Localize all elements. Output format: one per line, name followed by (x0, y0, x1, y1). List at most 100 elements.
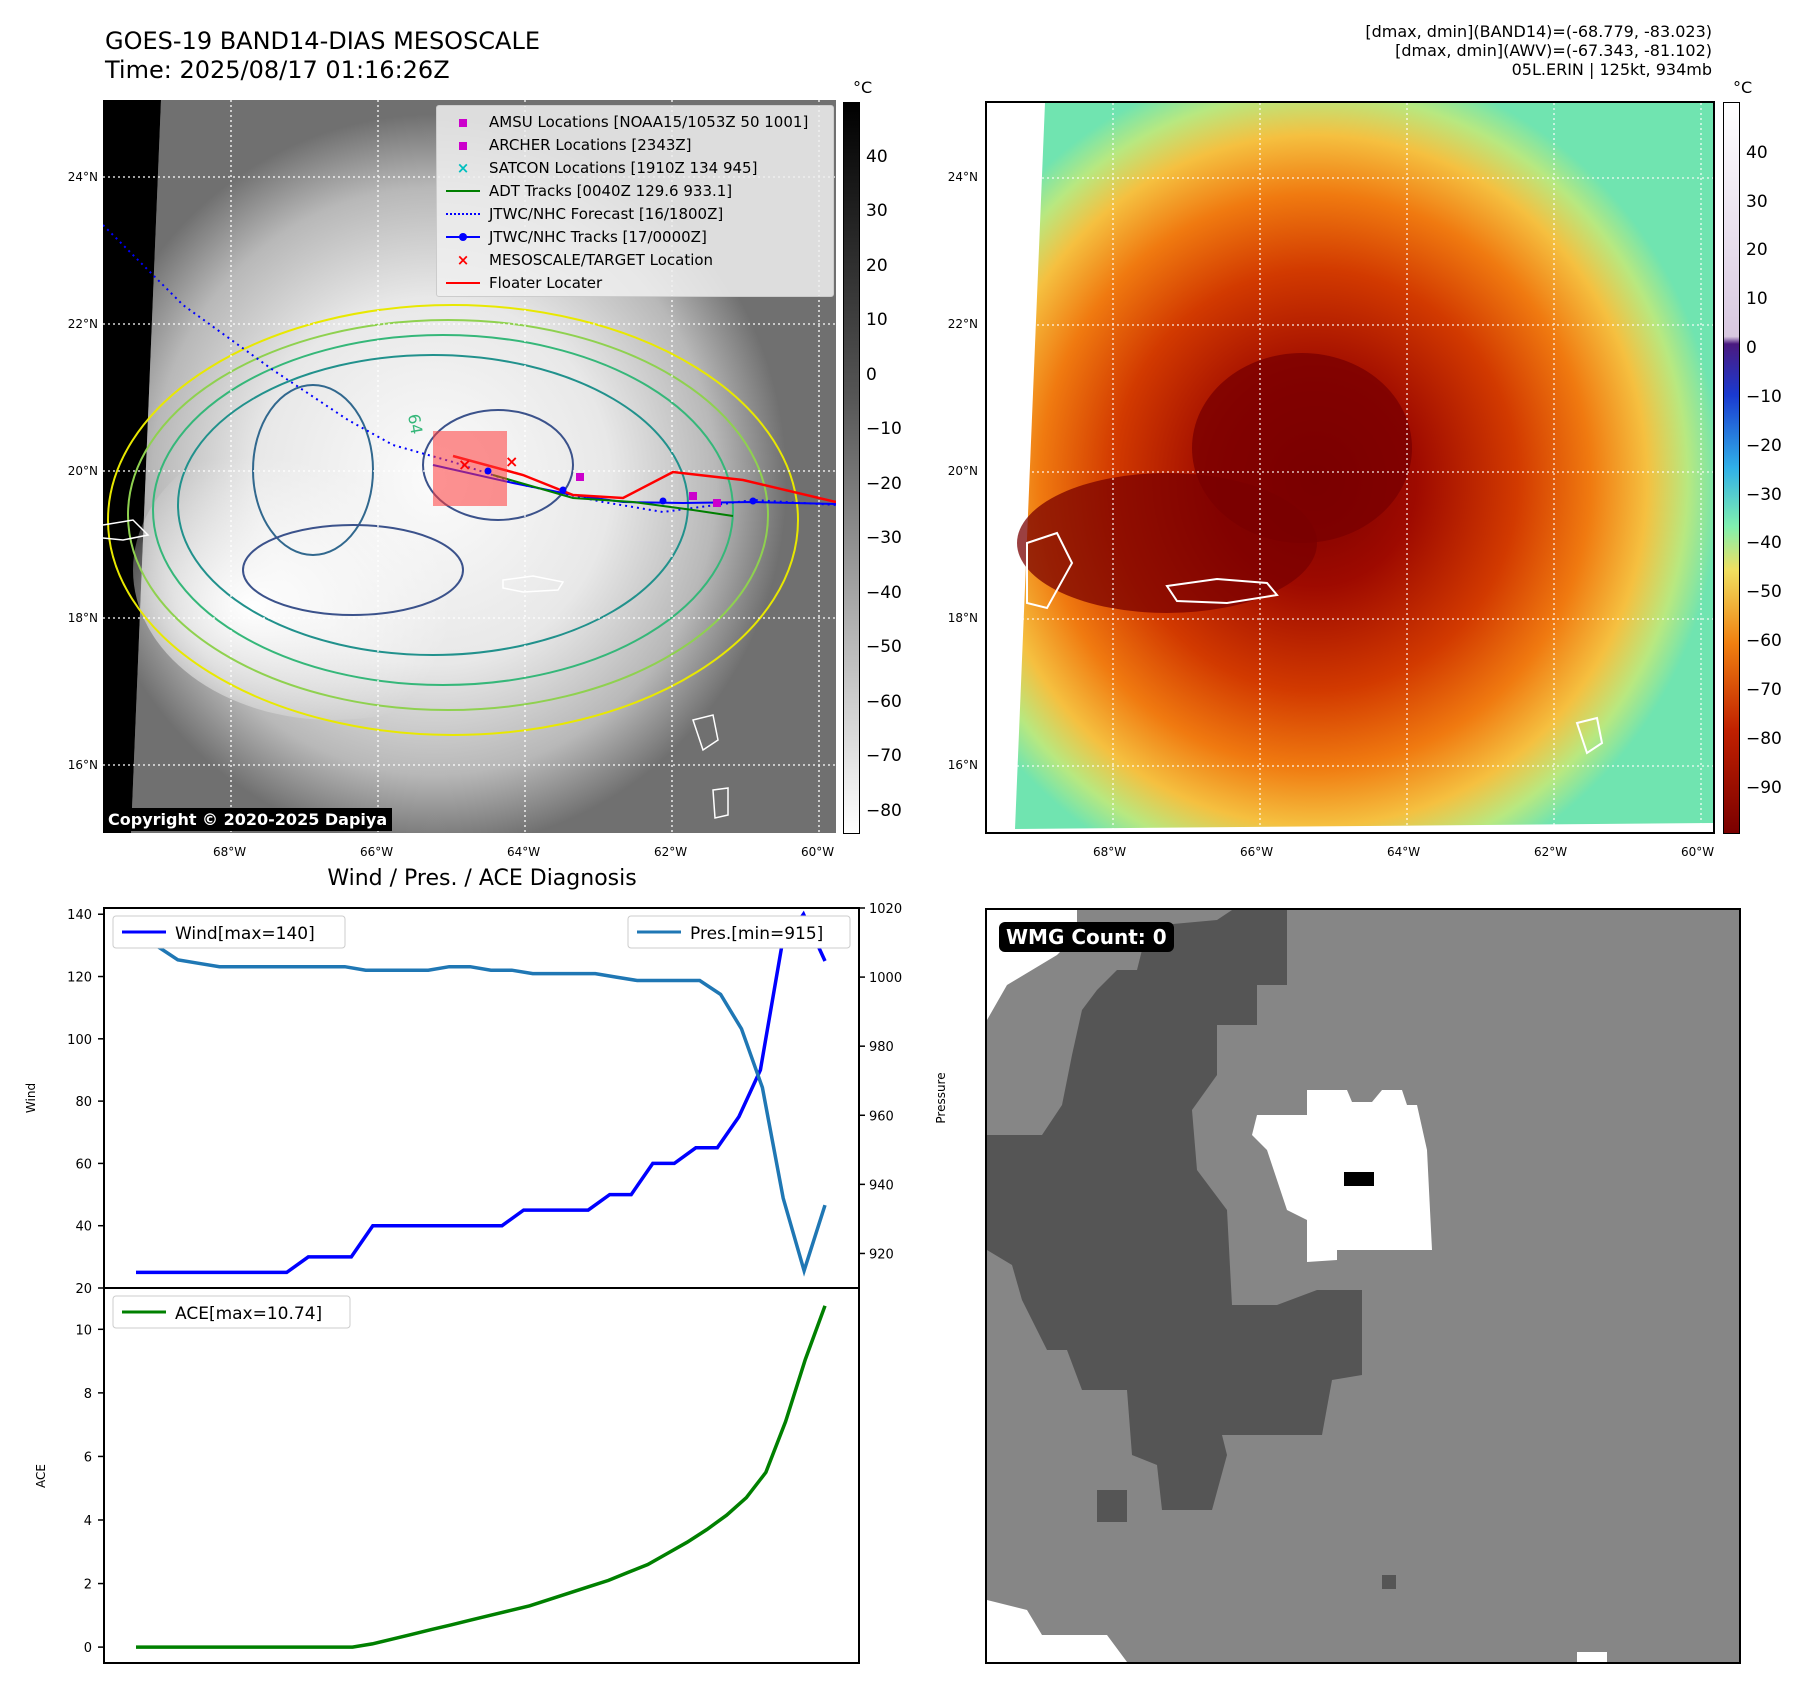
cb-tick: −90 (1746, 778, 1782, 798)
left-map-lon-ticks: 68°W 66°W 64°W 62°W 60°W (103, 845, 836, 865)
cb-tick: 0 (1746, 338, 1757, 358)
cb-tick: 10 (1746, 289, 1768, 309)
diagnostic-header: [dmax, dmin](BAND14)=(-68.779, -83.023) … (1365, 22, 1712, 79)
lon-tick: 62°W (1534, 845, 1568, 859)
lat-tick: 16°N (67, 758, 98, 772)
right-map-lon-ticks: 68°W 66°W 64°W 62°W 60°W (985, 845, 1718, 865)
cb-tick: 10 (866, 310, 888, 330)
ace-legend: ACE[max=10.74] (112, 1295, 351, 1329)
wind-tick-label: 60 (75, 1157, 92, 1172)
cb-tick: −50 (1746, 582, 1782, 602)
ace-tick-label: 8 (84, 1387, 92, 1402)
cb-tick: 0 (866, 365, 877, 385)
legend-item: JTWC/NHC Forecast [16/1800Z] (437, 202, 833, 225)
colorbar-grayscale-ticks: 40 30 20 10 0 −10 −20 −30 −40 −50 −60 −7… (866, 102, 916, 832)
title-line-2: Time: 2025/08/17 01:16:26Z (105, 56, 450, 84)
legend-item: × SATCON Locations [1910Z 134 945] (437, 156, 833, 179)
ace-axes (103, 1287, 860, 1664)
cb-tick: −10 (866, 419, 902, 439)
pressure-tick-label: 960 (869, 1109, 894, 1124)
cb-tick: −40 (866, 583, 902, 603)
lon-tick: 60°W (1681, 845, 1715, 859)
wind-tick-label: 80 (75, 1095, 92, 1110)
wmg-dark-region (987, 910, 1362, 1510)
cb-tick: −70 (1746, 680, 1782, 700)
cb-tick: −60 (1746, 631, 1782, 651)
ace-legend-label: ACE[max=10.74] (175, 1304, 322, 1324)
pressure-legend-label: Pres.[min=915] (690, 924, 823, 944)
band14-range: [dmax, dmin](BAND14)=(-68.779, -83.023) (1365, 22, 1712, 41)
pressure-tick-label: 920 (869, 1247, 894, 1262)
pressure-axis-ticks: 920 940 960 980 1000 1020 (859, 902, 902, 1262)
colorbar-unit-left: °C (853, 78, 873, 97)
track-points (484, 467, 757, 505)
wind-legend-label: Wind[max=140] (175, 924, 315, 944)
cb-tick: −80 (1746, 729, 1782, 749)
awv-satellite-map (985, 101, 1715, 834)
target-marker-1: × (458, 455, 471, 474)
ace-tick-label: 4 (84, 1514, 92, 1529)
pressure-series-line (136, 944, 827, 1277)
floater-locater (452, 454, 837, 504)
cb-tick: −70 (866, 746, 902, 766)
lat-tick: 20°N (947, 464, 978, 478)
wind-axis-ticks: 20 40 60 80 100 120 140 (67, 908, 104, 1297)
cloud-top-contours (107, 304, 799, 736)
cb-tick: 40 (866, 147, 888, 167)
awv-range: [dmax, dmin](AWV)=(-67.343, -81.102) (1395, 41, 1712, 60)
lon-tick: 64°W (507, 845, 541, 859)
cb-tick: 20 (1746, 240, 1768, 260)
lat-tick: 22°N (947, 317, 978, 331)
lat-tick: 16°N (947, 758, 978, 772)
pressure-tick-label: 1020 (869, 902, 902, 917)
lat-tick: 24°N (947, 170, 978, 184)
lon-tick: 62°W (654, 845, 688, 859)
colorbar-unit-right: °C (1733, 78, 1753, 97)
cb-tick: −30 (866, 528, 902, 548)
cb-tick: 20 (866, 256, 888, 276)
target-marker-2: × (505, 452, 518, 471)
legend-label: SATCON Locations [1910Z 134 945] (489, 158, 758, 177)
cb-tick: 40 (1746, 143, 1768, 163)
colorbar-grayscale (843, 102, 860, 834)
archer-marker-2 (713, 499, 721, 507)
lat-tick: 24°N (67, 170, 98, 184)
legend-symbol: × (456, 250, 470, 269)
legend-label: ADT Tracks [0040Z 129.6 933.1] (489, 181, 733, 200)
legend-item: ARCHER Locations [2343Z] (437, 133, 833, 156)
storm-info: 05L.ERIN | 125kt, 934mb (1511, 60, 1712, 79)
cb-tick: −80 (866, 801, 902, 821)
cb-tick: 30 (1746, 192, 1768, 212)
cb-tick: −20 (866, 474, 902, 494)
pressure-tick-label: 980 (869, 1040, 894, 1055)
wind-tick-label: 120 (67, 971, 92, 986)
lon-tick: 68°W (1093, 845, 1127, 859)
cb-tick: −60 (866, 692, 902, 712)
ace-tick-label: 2 (84, 1578, 92, 1593)
wmg-count-label: WMG Count: 0 (999, 922, 1174, 952)
cb-tick: −20 (1746, 436, 1782, 456)
legend-symbol (445, 274, 481, 292)
archer-marker (689, 492, 697, 500)
colorbar-awv-ticks: 40 30 20 10 0 −10 −20 −30 −40 −50 −60 −7… (1746, 102, 1796, 832)
map-legend: AMSU Locations [NOAA15/1053Z 50 1001] ARC… (436, 105, 834, 297)
legend-label: AMSU Locations [NOAA15/1053Z 50 1001] (489, 112, 809, 131)
wind-ylabel: Wind (24, 1083, 38, 1113)
lon-tick: 64°W (1387, 845, 1421, 859)
lat-tick: 18°N (67, 611, 98, 625)
awv-gridlines (987, 103, 1713, 832)
wind-series-line (136, 910, 827, 1275)
wind-legend: Wind[max=140] (112, 915, 346, 949)
lat-tick: 20°N (67, 464, 98, 478)
wind-tick-label: 140 (67, 908, 92, 923)
pressure-tick-label: 1000 (869, 971, 902, 986)
adt-track (492, 474, 734, 517)
mesoscale-target-box (433, 431, 507, 506)
legend-symbol: × (456, 158, 470, 177)
ace-series-line (136, 1305, 827, 1649)
copyright-label: Copyright © 2020-2025 Dapiya (103, 808, 393, 831)
wind-tick-label: 100 (67, 1033, 92, 1048)
contour-label: 64 (404, 412, 426, 435)
ace-tick-label: 0 (84, 1641, 92, 1656)
